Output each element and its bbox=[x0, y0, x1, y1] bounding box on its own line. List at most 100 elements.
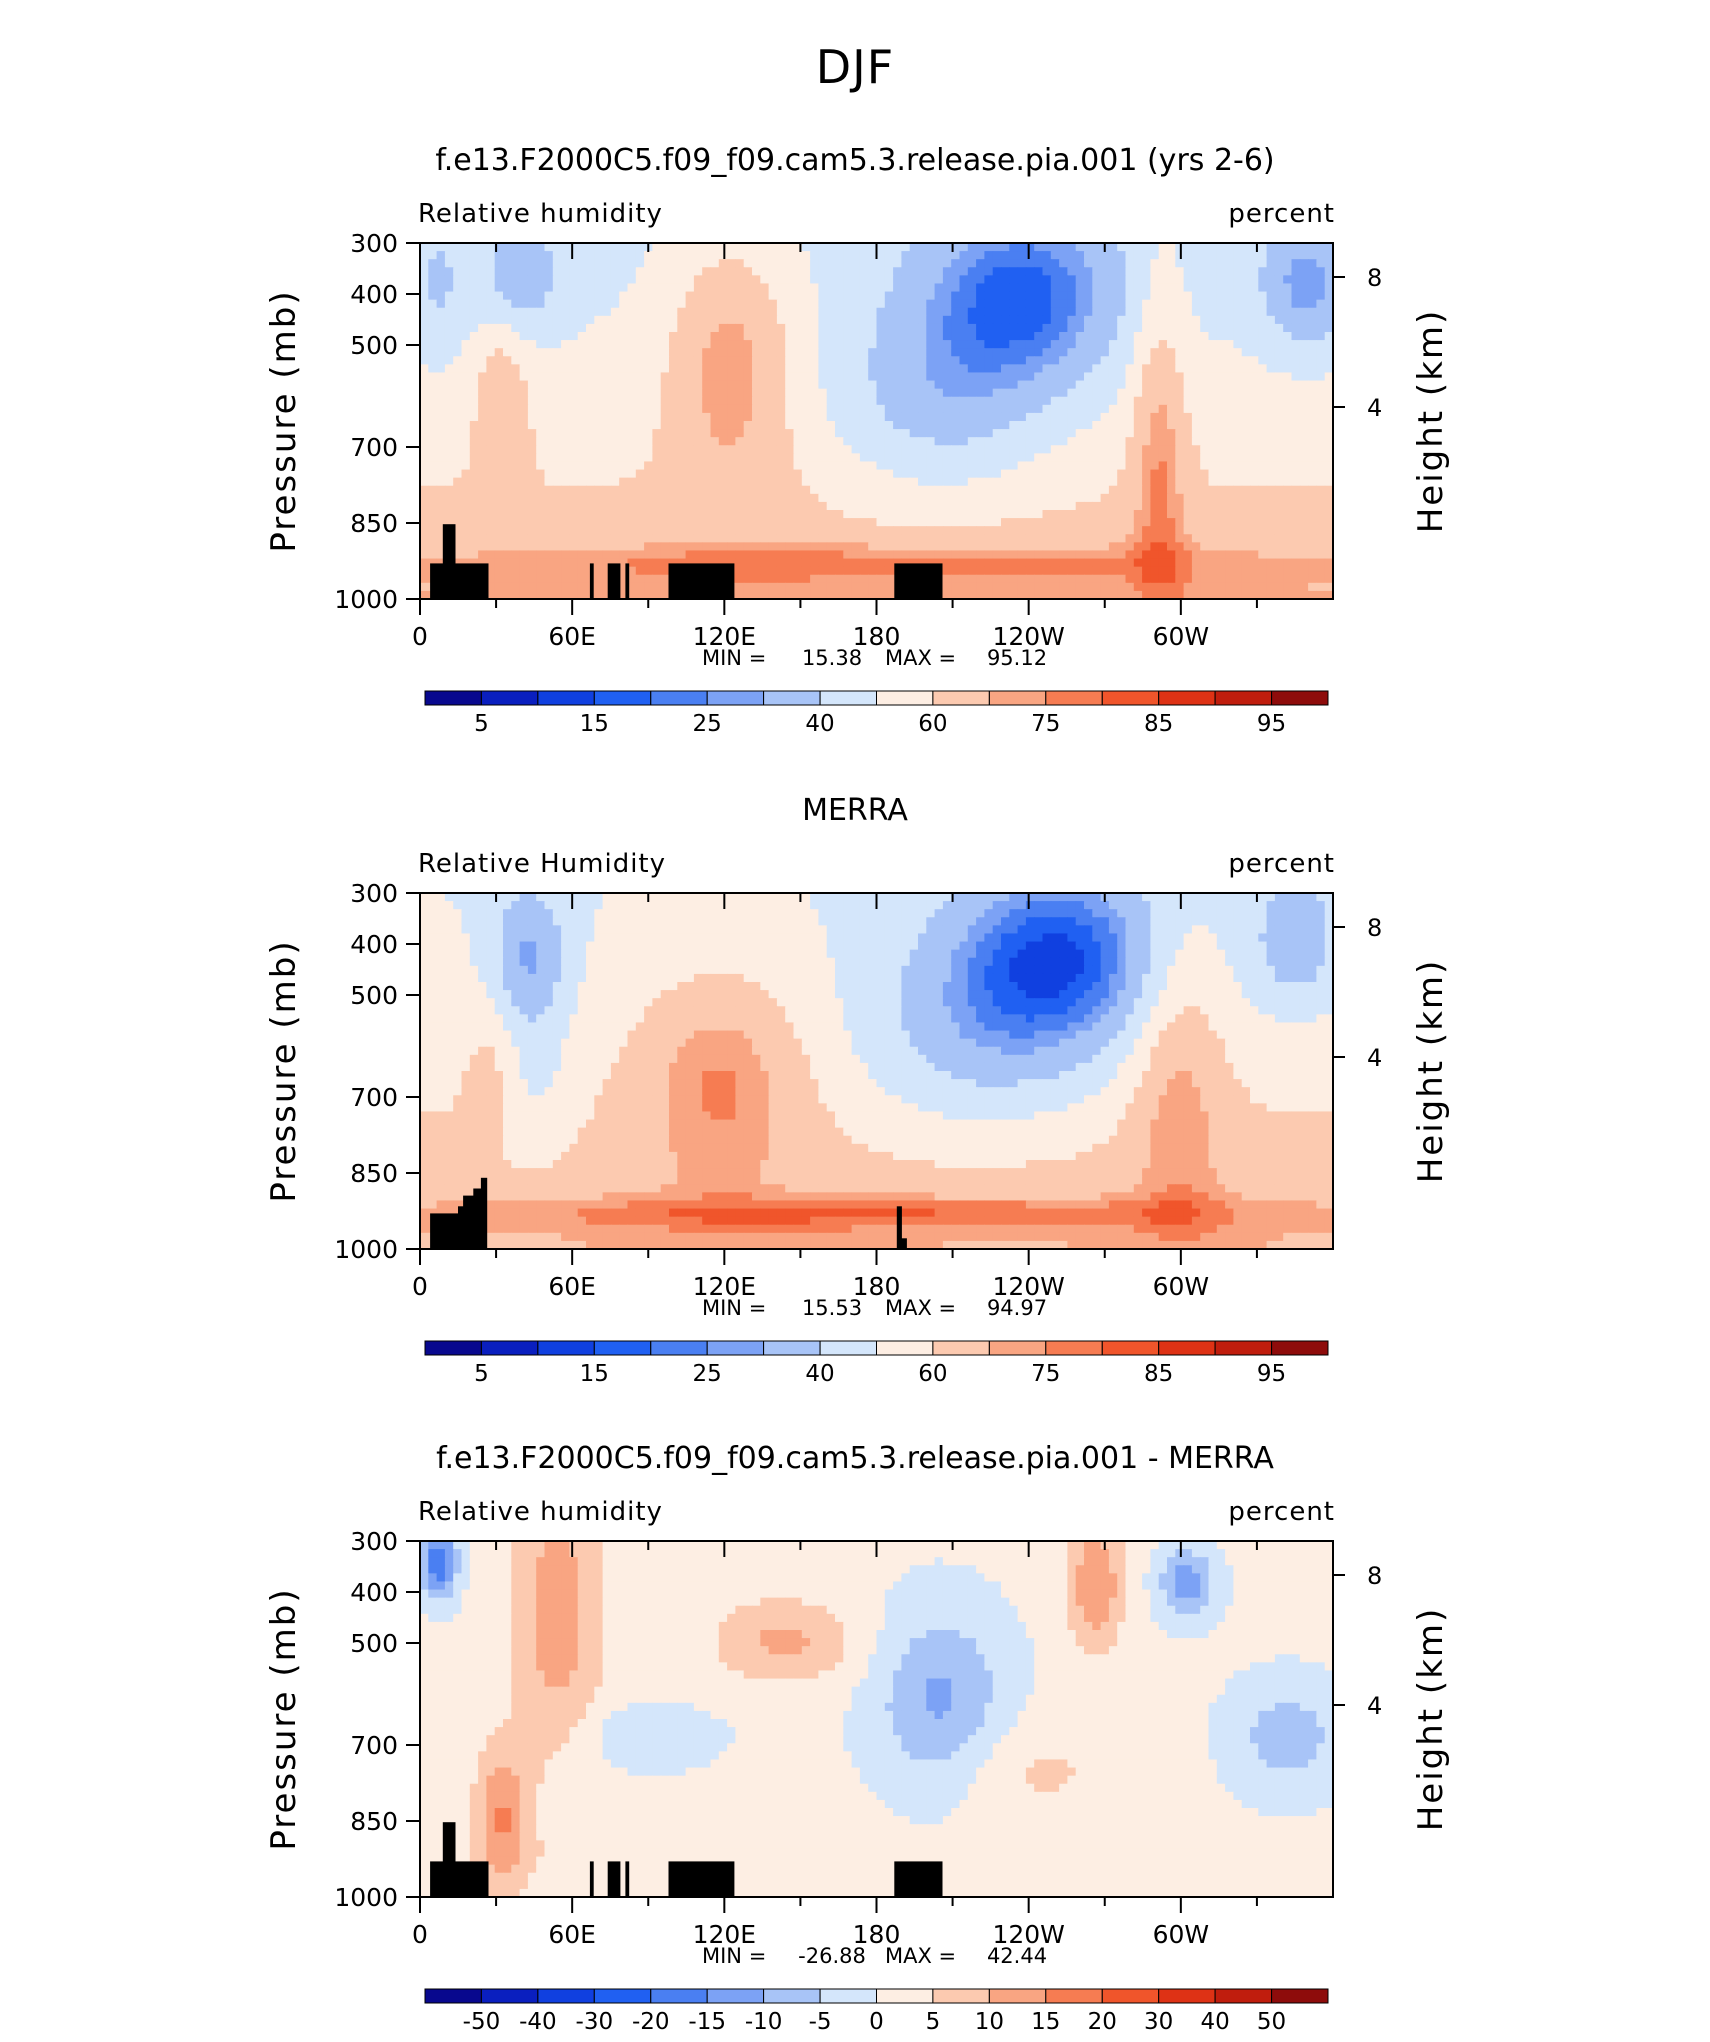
heatmap-cell bbox=[1308, 575, 1317, 584]
heatmap-cell bbox=[1126, 251, 1135, 260]
heatmap-cell bbox=[1292, 243, 1301, 252]
heatmap-cell bbox=[760, 583, 769, 592]
heatmap-cell bbox=[503, 308, 512, 317]
heatmap-cell bbox=[1267, 348, 1276, 357]
heatmap-cell bbox=[594, 405, 603, 414]
heatmap-cell bbox=[752, 308, 761, 317]
heatmap-cell bbox=[1026, 486, 1035, 495]
heatmap-cell bbox=[843, 526, 852, 535]
variable-label: Relative Humidity bbox=[418, 849, 666, 879]
heatmap-cell bbox=[1026, 502, 1035, 511]
heatmap-cell bbox=[1225, 429, 1234, 438]
heatmap-cell bbox=[561, 478, 570, 487]
heatmap-cell bbox=[993, 259, 1002, 268]
heatmap-cell bbox=[1267, 445, 1276, 454]
heatmap-cell bbox=[926, 389, 935, 398]
heatmap-cell bbox=[752, 356, 761, 365]
heatmap-cell bbox=[1076, 372, 1085, 381]
heatmap-cell bbox=[893, 251, 902, 260]
heatmap-cell bbox=[935, 340, 944, 349]
heatmap-cell bbox=[777, 308, 786, 317]
heatmap-cell bbox=[1084, 486, 1093, 495]
heatmap-cell bbox=[486, 275, 495, 284]
heatmap-cell bbox=[603, 494, 612, 503]
heatmap-cell bbox=[1267, 243, 1276, 252]
heatmap-cell bbox=[727, 348, 736, 357]
heatmap-cell bbox=[993, 437, 1002, 446]
heatmap-cell bbox=[1225, 445, 1234, 454]
heatmap-cell bbox=[760, 526, 769, 535]
heatmap-cell bbox=[735, 510, 744, 519]
heatmap-cell bbox=[868, 413, 877, 422]
heatmap-cell bbox=[802, 283, 811, 292]
heatmap-cell bbox=[769, 893, 778, 902]
heatmap-cell bbox=[1267, 381, 1276, 390]
heatmap-cell bbox=[561, 324, 570, 333]
heatmap-cell bbox=[926, 283, 935, 292]
heatmap-cell bbox=[536, 461, 545, 470]
heatmap-cell bbox=[628, 308, 637, 317]
heatmap-cell bbox=[420, 389, 429, 398]
heatmap-cell bbox=[569, 308, 578, 317]
heatmap-cell bbox=[644, 526, 653, 535]
heatmap-cell bbox=[462, 494, 471, 503]
heatmap-cell bbox=[1084, 308, 1093, 317]
heatmap-cell bbox=[1109, 348, 1118, 357]
heatmap-cell bbox=[1184, 340, 1193, 349]
heatmap-cell bbox=[661, 461, 670, 470]
heatmap-cell bbox=[835, 300, 844, 309]
heatmap-cell bbox=[1250, 510, 1259, 519]
heatmap-cell bbox=[868, 356, 877, 365]
heatmap-cell bbox=[901, 494, 910, 503]
heatmap-cell bbox=[1159, 550, 1168, 559]
heatmap-cell bbox=[802, 518, 811, 527]
heatmap-cell bbox=[478, 461, 487, 470]
heatmap-cell bbox=[636, 316, 645, 325]
heatmap-cell bbox=[1076, 518, 1085, 527]
heatmap-cell bbox=[561, 583, 570, 592]
heatmap-cell bbox=[893, 893, 902, 902]
heatmap-cell bbox=[1233, 575, 1242, 584]
heatmap-cell bbox=[993, 510, 1002, 519]
heatmap-cell bbox=[835, 575, 844, 584]
heatmap-cell bbox=[644, 470, 653, 479]
heatmap-cell bbox=[1267, 494, 1276, 503]
heatmap-cell bbox=[901, 316, 910, 325]
heatmap-cell bbox=[1258, 275, 1267, 284]
heatmap-cell bbox=[719, 437, 728, 446]
heatmap-cell bbox=[478, 275, 487, 284]
heatmap-cell bbox=[1126, 292, 1135, 301]
heatmap-cell bbox=[984, 518, 993, 527]
heatmap-cell bbox=[760, 542, 769, 551]
heatmap-cell bbox=[586, 534, 595, 543]
heatmap-cell bbox=[1233, 397, 1242, 406]
heatmap-cell bbox=[1225, 356, 1234, 365]
heatmap-cell bbox=[1192, 389, 1201, 398]
heatmap-cell bbox=[810, 429, 819, 438]
heatmap-cell bbox=[1067, 470, 1076, 479]
heatmap-cell bbox=[1009, 429, 1018, 438]
heatmap-cell bbox=[1217, 478, 1226, 487]
heatmap-cell bbox=[901, 292, 910, 301]
heatmap-cell bbox=[636, 461, 645, 470]
heatmap-cell bbox=[677, 356, 686, 365]
heatmap-cell bbox=[1043, 445, 1052, 454]
heatmap-cell bbox=[1018, 575, 1027, 584]
heatmap-cell bbox=[462, 526, 471, 535]
heatmap-cell bbox=[818, 267, 827, 276]
heatmap-cell bbox=[1184, 259, 1193, 268]
heatmap-cell bbox=[1242, 502, 1251, 511]
heatmap-cell bbox=[652, 453, 661, 462]
heatmap-cell bbox=[661, 332, 670, 341]
heatmap-cell bbox=[852, 559, 861, 568]
heatmap-cell bbox=[960, 275, 969, 284]
heatmap-cell bbox=[901, 340, 910, 349]
heatmap-cell bbox=[1209, 292, 1218, 301]
heatmap-cell bbox=[752, 486, 761, 495]
heatmap-cell bbox=[818, 893, 827, 902]
heatmap-cell bbox=[1200, 583, 1209, 592]
heatmap-cell bbox=[644, 445, 653, 454]
heatmap-cell bbox=[843, 486, 852, 495]
heatmap-cell bbox=[694, 542, 703, 551]
heatmap-cell bbox=[1059, 567, 1068, 576]
